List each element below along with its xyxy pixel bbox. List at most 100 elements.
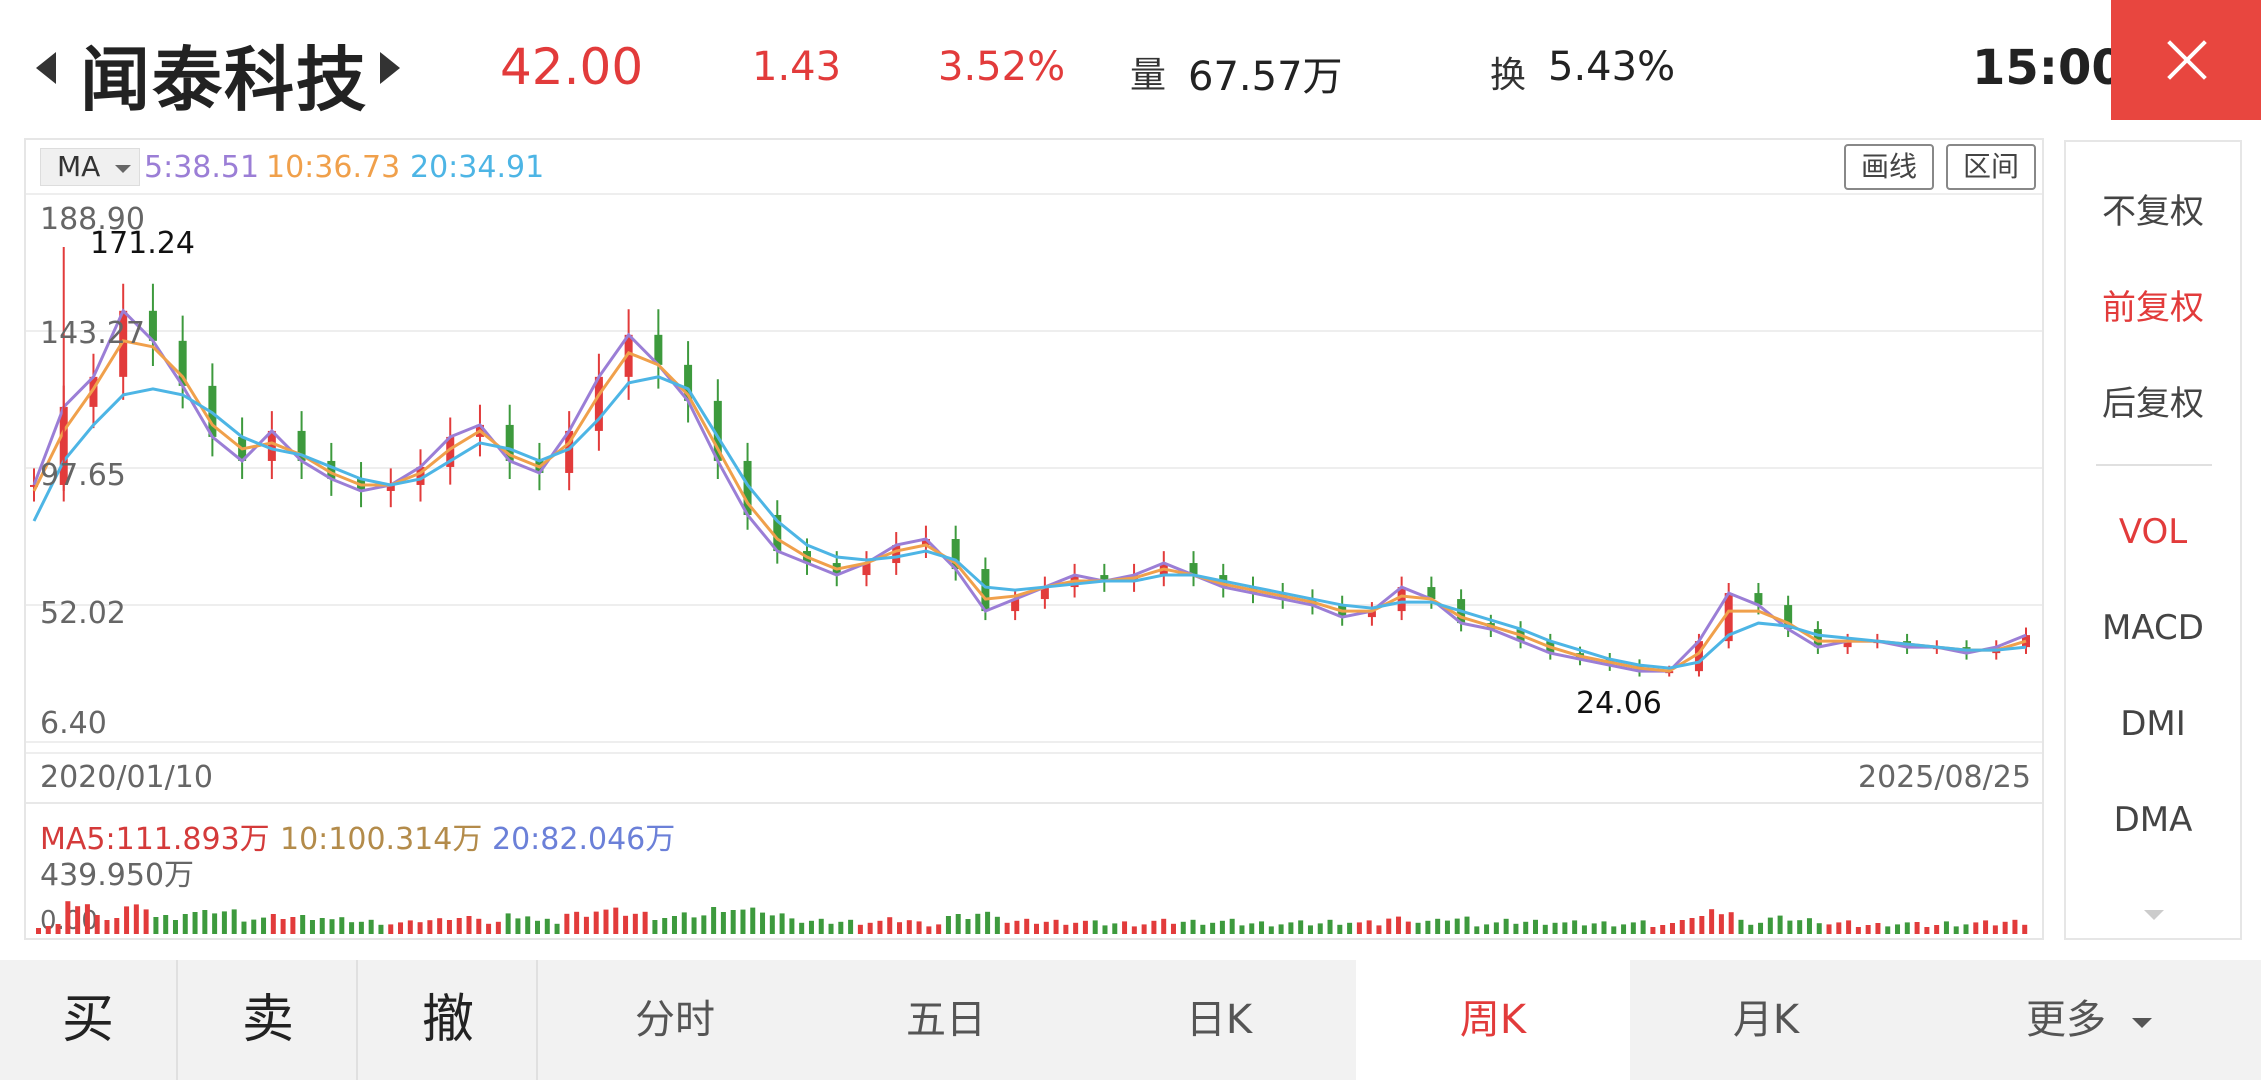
- volume-bar: [1640, 920, 1646, 934]
- chevron-down-icon: [115, 165, 131, 173]
- volume-bar: [339, 917, 345, 934]
- bottom-toolbar: 买 卖 撤 分时 五日 日K 周K 月K 更多: [0, 960, 2261, 1080]
- volume-bar: [94, 915, 100, 934]
- indicator-macd[interactable]: MACD: [2102, 608, 2204, 648]
- volume-bar: [1337, 924, 1343, 934]
- volume-chart[interactable]: [26, 814, 2042, 938]
- turnover-label: 换: [1490, 55, 1527, 96]
- scroll-down-icon[interactable]: [2144, 910, 2164, 920]
- volume-bar: [231, 909, 237, 934]
- volume-bar: [1082, 920, 1088, 934]
- volume-bar: [407, 920, 413, 934]
- option-no-adjust[interactable]: 不复权: [2102, 192, 2204, 232]
- volume-bar: [1004, 922, 1010, 934]
- volume-bar: [1513, 923, 1519, 934]
- volume-bar: [515, 918, 521, 934]
- volume-bar: [398, 922, 404, 934]
- draw-line-button[interactable]: 画线: [1844, 144, 1934, 190]
- tab-daily-k[interactable]: 日K: [1185, 997, 1253, 1043]
- volume-bar: [1376, 925, 1382, 934]
- tab-more[interactable]: 更多: [2026, 997, 2106, 1043]
- next-stock-arrow-icon[interactable]: [380, 52, 400, 84]
- indicator-vol[interactable]: VOL: [2118, 512, 2188, 552]
- volume-bar: [1210, 922, 1216, 934]
- volume-bar: [1112, 923, 1118, 934]
- candle-body: [1784, 605, 1793, 630]
- volume-bar: [593, 911, 599, 934]
- ma-line-1: [32, 339, 2027, 673]
- volume-bar: [36, 928, 41, 934]
- chart-options-panel: 不复权 前复权 后复权 VOL MACD DMI DMA: [2064, 140, 2242, 940]
- indicator-dmi[interactable]: DMI: [2120, 704, 2186, 744]
- volume-bar: [495, 921, 501, 934]
- volume-bar: [1611, 926, 1617, 934]
- volume-bar: [446, 920, 452, 934]
- candle-body: [1397, 587, 1406, 612]
- volume-bar: [1679, 920, 1685, 934]
- volume-bar: [1650, 927, 1656, 934]
- candle-body: [267, 430, 276, 461]
- volume-bar: [525, 916, 531, 934]
- volume-bar: [505, 913, 511, 934]
- volume-bar: [985, 911, 991, 934]
- volume-bar: [1533, 919, 1538, 934]
- volume-bar: [1180, 921, 1186, 934]
- volume-bar: [671, 916, 677, 934]
- volume-bar: [1474, 926, 1480, 934]
- volume-bar: [544, 918, 550, 934]
- cancel-order-button[interactable]: 撤: [360, 960, 538, 1080]
- volume-bar: [877, 920, 883, 934]
- option-backward-adjust[interactable]: 后复权: [2102, 384, 2204, 424]
- volume-bar: [45, 926, 51, 934]
- ma20-value: 20:34.91: [410, 150, 545, 185]
- volume-bar: [701, 915, 707, 934]
- range-select-button[interactable]: 区间: [1946, 144, 2036, 190]
- volume-bar: [1444, 920, 1450, 934]
- volume-bar: [221, 911, 227, 934]
- tab-five-day[interactable]: 五日: [906, 997, 986, 1043]
- volume-bar: [1758, 922, 1764, 934]
- sell-button[interactable]: 卖: [180, 960, 358, 1080]
- candle-body: [892, 545, 901, 564]
- tab-monthly-k[interactable]: 月K: [1732, 997, 1800, 1043]
- price-axis-upper: 143.27: [40, 316, 145, 351]
- previous-stock-arrow-icon[interactable]: [36, 52, 56, 84]
- volume-ma10: 10:100.314万: [280, 822, 483, 857]
- tab-intraday[interactable]: 分时: [635, 997, 715, 1043]
- volume-bar: [1435, 918, 1441, 934]
- turnover-value: 5.43%: [1548, 44, 1676, 90]
- volume-bar: [417, 922, 423, 934]
- volume-bar: [241, 921, 247, 934]
- volume-bar: [613, 907, 619, 934]
- indicator-select[interactable]: MA: [40, 148, 140, 186]
- volume-bar: [466, 916, 472, 934]
- volume-bar: [1885, 926, 1891, 934]
- volume-bar: [945, 916, 951, 934]
- chevron-down-icon: [2132, 1018, 2152, 1028]
- volume-bar: [975, 913, 981, 934]
- candle-body: [773, 514, 782, 552]
- volume-bar: [1562, 922, 1568, 934]
- start-date: 2020/01/10: [40, 760, 213, 795]
- option-forward-adjust[interactable]: 前复权: [2102, 288, 2204, 328]
- volume-bar: [192, 912, 198, 934]
- volume-bar: [1053, 919, 1059, 934]
- kline-chart-panel[interactable]: MA 5:38.51 10:36.73 20:34.91 画线 区间 188.9…: [24, 138, 2044, 940]
- volume-bar: [926, 926, 932, 934]
- volume-bar: [368, 919, 374, 934]
- tab-weekly-k[interactable]: 周K: [1356, 960, 1630, 1080]
- candle-body: [1724, 593, 1733, 642]
- volume-bar: [769, 915, 775, 934]
- indicator-dma[interactable]: DMA: [2113, 800, 2193, 840]
- candle-body: [1100, 575, 1109, 582]
- quote-header: 闻泰科技 42.00 1.43 3.52% 量 67.57万 换 5.43% 1…: [0, 0, 2261, 138]
- volume-bar: [1151, 920, 1157, 934]
- buy-button[interactable]: 买: [0, 960, 178, 1080]
- ma-line-2: [32, 375, 2027, 670]
- close-icon[interactable]: [2111, 0, 2261, 120]
- volume-bar: [1797, 920, 1803, 934]
- volume-bar: [1454, 918, 1460, 934]
- price-chart[interactable]: [26, 190, 2042, 752]
- volume-bar: [1572, 920, 1578, 934]
- volume-bar: [1239, 925, 1245, 934]
